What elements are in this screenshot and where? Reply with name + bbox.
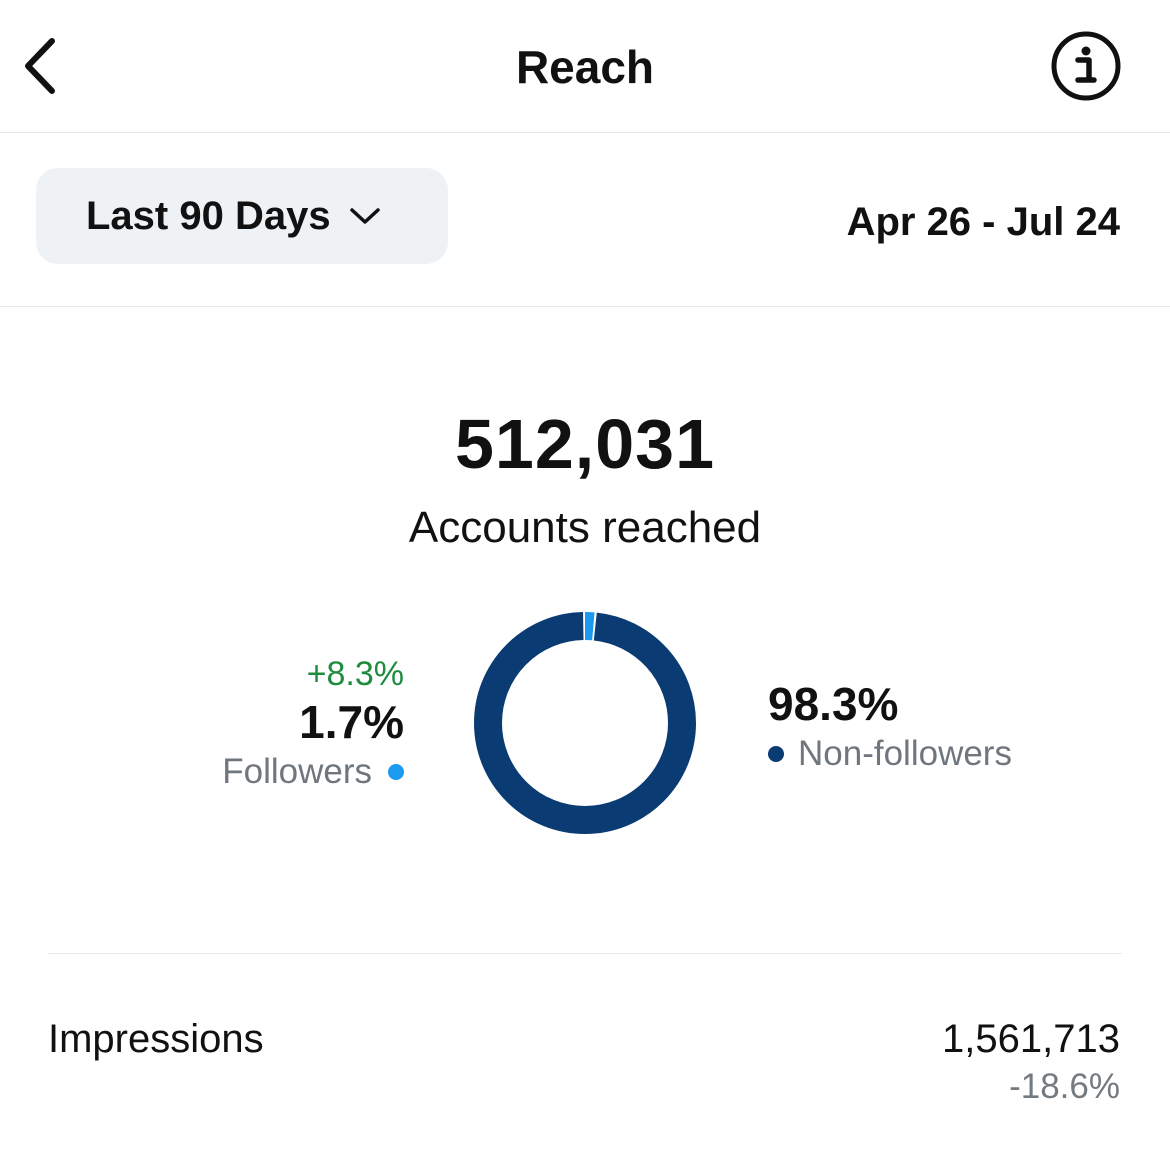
donut-slice-followers xyxy=(474,612,696,834)
info-button[interactable] xyxy=(1050,30,1122,102)
donut-slice-non-followers xyxy=(474,612,696,834)
accounts-reached-label: Accounts reached xyxy=(408,503,762,552)
non-followers-percent: 98.3% xyxy=(768,678,899,730)
date-range-dropdown-label: Last 90 Days xyxy=(86,194,331,238)
impressions-label: Impressions xyxy=(48,1017,264,1061)
chevron-down-icon xyxy=(349,206,381,226)
non-followers-dot-icon xyxy=(768,746,784,762)
back-button[interactable] xyxy=(20,28,80,104)
page-title: Reach xyxy=(515,41,655,93)
reach-donut-chart xyxy=(474,612,696,834)
followers-stats: +8.3% 1.7% Followers xyxy=(222,654,404,794)
non-followers-legend-label: Non-followers xyxy=(798,734,1012,773)
date-range-text: Apr 26 - Jul 24 xyxy=(846,200,1120,244)
followers-change: +8.3% xyxy=(306,655,404,693)
impressions-change: -18.6% xyxy=(1009,1067,1120,1106)
non-followers-legend: Non-followers xyxy=(768,732,1012,776)
date-range-dropdown[interactable]: Last 90 Days xyxy=(36,168,448,264)
chevron-left-icon xyxy=(25,38,55,94)
non-followers-stats: 98.3% Non-followers xyxy=(768,676,1012,776)
followers-percent: 1.7% xyxy=(299,696,404,748)
date-filter-bar: Last 90 Days Apr 26 - Jul 24 xyxy=(0,133,1170,307)
followers-legend: Followers xyxy=(222,750,404,794)
section-divider xyxy=(48,953,1122,954)
followers-dot-icon xyxy=(388,764,404,780)
impressions-value: 1,561,713 xyxy=(942,1017,1120,1061)
accounts-reached-count: 512,031 xyxy=(454,405,716,483)
top-nav-bar: Reach xyxy=(0,0,1170,133)
followers-legend-label: Followers xyxy=(222,752,372,791)
info-icon xyxy=(1051,31,1121,101)
